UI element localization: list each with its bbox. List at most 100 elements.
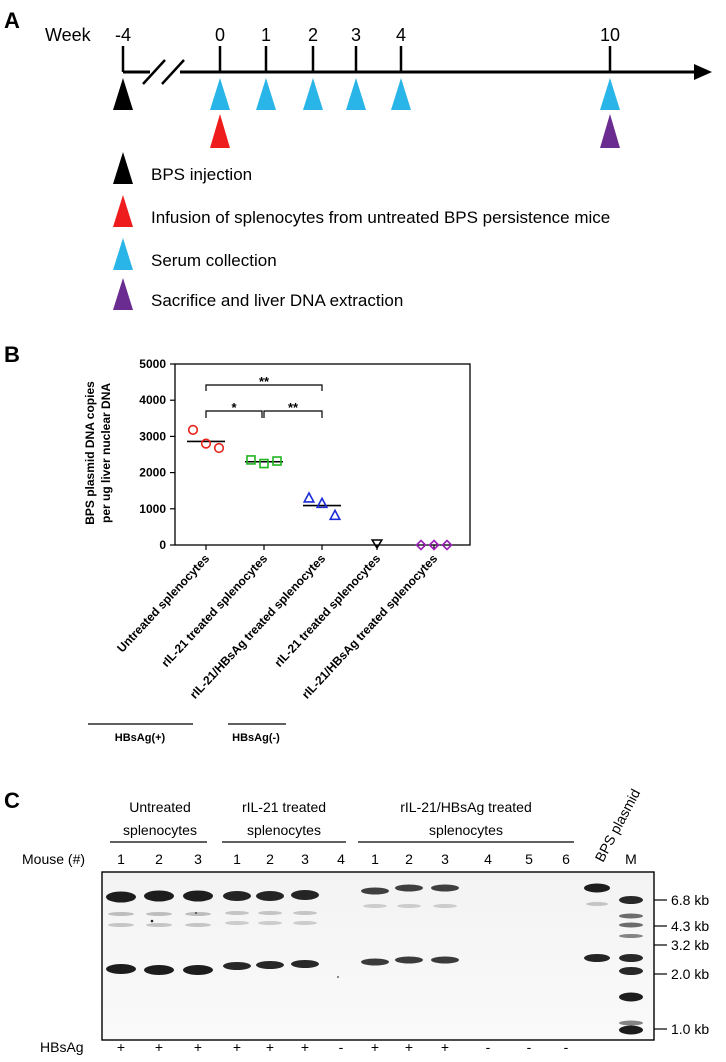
sig-label-1-3: ** (259, 374, 270, 389)
blot-band-faint (108, 912, 134, 916)
y-tick-label: 4000 (139, 393, 166, 407)
hbsag-neg-label: HBsAg(-) (232, 732, 280, 744)
blot-band-faint (293, 921, 317, 925)
size-marker-label: 1.0 kb (671, 1021, 709, 1037)
serum-marker-wk1 (256, 78, 276, 110)
legend-a: BPS injection Infusion of splenocytes fro… (113, 152, 610, 310)
mouse-label: Mouse (#) (22, 851, 85, 867)
y-tick-label: 1000 (139, 502, 166, 516)
blot-band-faint (108, 923, 134, 927)
serum-marker-wk10 (600, 78, 620, 110)
blot-band-faint (258, 921, 282, 925)
hbsag-sign: - (527, 1039, 532, 1055)
blot-band (395, 956, 423, 964)
lane-label: 4 (337, 851, 345, 867)
blot-band (183, 890, 213, 902)
hbsag-sign: + (301, 1039, 309, 1055)
lane-label: 2 (405, 851, 413, 867)
group-untreated-line1: Untreated (129, 799, 190, 815)
size-marker-label: 2.0 kb (671, 966, 709, 982)
data-point (370, 539, 384, 550)
blot-band (183, 965, 213, 975)
size-marker-label: 6.8 kb (671, 892, 709, 908)
hbsag-sign: - (486, 1039, 491, 1055)
y-tick-label: 2000 (139, 466, 166, 480)
blot-band (619, 896, 643, 904)
size-marker-label: 3.2 kb (671, 937, 709, 953)
x-ticks (205, 545, 435, 550)
blot-band (361, 887, 389, 895)
legend-text: BPS injection (151, 165, 252, 184)
data-point (328, 508, 342, 521)
blot-band (291, 890, 319, 900)
blot-band (223, 962, 251, 970)
blot-band (106, 964, 136, 974)
y-tick-label: 5000 (139, 357, 166, 371)
lane-label: 6 (562, 851, 570, 867)
y-tick-label: 3000 (139, 429, 166, 443)
week-ticks (121, 46, 612, 72)
week-tick-label: 1 (261, 25, 271, 45)
hbsag-sign: + (155, 1039, 163, 1055)
significance-brackets (205, 384, 323, 418)
blot-band-faint (146, 912, 172, 916)
blot-band (144, 965, 174, 975)
blot-band (144, 890, 174, 902)
blot-band-faint (293, 911, 317, 915)
blot-band-faint (225, 921, 249, 925)
blot-band (256, 961, 284, 969)
blot-band (619, 992, 643, 1002)
lane-label: 3 (301, 851, 309, 867)
lane-label: 5 (525, 851, 533, 867)
group-ril21-line1: rIL-21 treated (242, 799, 326, 815)
week-tick-label: 10 (600, 25, 620, 45)
blot-band (431, 884, 459, 892)
data-point (315, 496, 329, 509)
panel-b-label: B (4, 342, 20, 367)
hbsag-sign: + (233, 1039, 241, 1055)
blot-band (619, 967, 643, 975)
blot-band (619, 913, 643, 919)
hbsag-pos-label: HBsAg(+) (115, 732, 166, 744)
blot-band (619, 922, 643, 928)
group-ril21-line2: splenocytes (247, 822, 321, 838)
legend-text: Sacrifice and liver DNA extraction (151, 291, 403, 310)
timeline-arrowhead (694, 64, 712, 80)
blot-band (106, 891, 136, 903)
lane-label: 4 (484, 851, 492, 867)
blot-band (619, 954, 643, 962)
data-point (259, 458, 269, 469)
lane-label: 1 (371, 851, 379, 867)
legend-marker (113, 195, 133, 227)
legend-text: Infusion of splenocytes from untreated B… (151, 208, 610, 227)
serum-marker-wk2 (303, 78, 323, 110)
panel-b: B BPS plasmid DNA copies per ug liver nu… (4, 342, 471, 744)
lane-label: 1 (117, 851, 125, 867)
serum-marker-wk0 (210, 78, 230, 110)
blot-band (619, 1025, 643, 1035)
blot-speck (195, 912, 197, 914)
blot-band (395, 884, 423, 892)
week-tick-label: 0 (215, 25, 225, 45)
x-category-label: rIL-21 treated splenocytes (159, 551, 271, 670)
sacrifice-marker (600, 114, 620, 148)
panel-a-label: A (4, 8, 20, 33)
blot-speck (337, 976, 339, 978)
y-ticks: 0 1000 2000 3000 4000 5000 (139, 357, 175, 552)
blot-band (584, 954, 610, 962)
blot-band-faint (433, 904, 457, 908)
hbsag-sign: + (441, 1039, 449, 1055)
lane-label: 2 (266, 851, 274, 867)
legend-marker (113, 238, 133, 270)
week-tick-label: 2 (308, 25, 318, 45)
y-axis-label-line2: per ug liver nuclear DNA (99, 383, 113, 523)
blot-band-faint (586, 902, 608, 906)
week-tick-label: 4 (396, 25, 406, 45)
group-ril21-hbsag-line1: rIL-21/HBsAg treated (400, 799, 532, 815)
blot-band (291, 960, 319, 968)
group-ril21-hbsag-line2: splenocytes (429, 822, 503, 838)
blot-band (361, 958, 389, 966)
data-point (428, 539, 440, 551)
